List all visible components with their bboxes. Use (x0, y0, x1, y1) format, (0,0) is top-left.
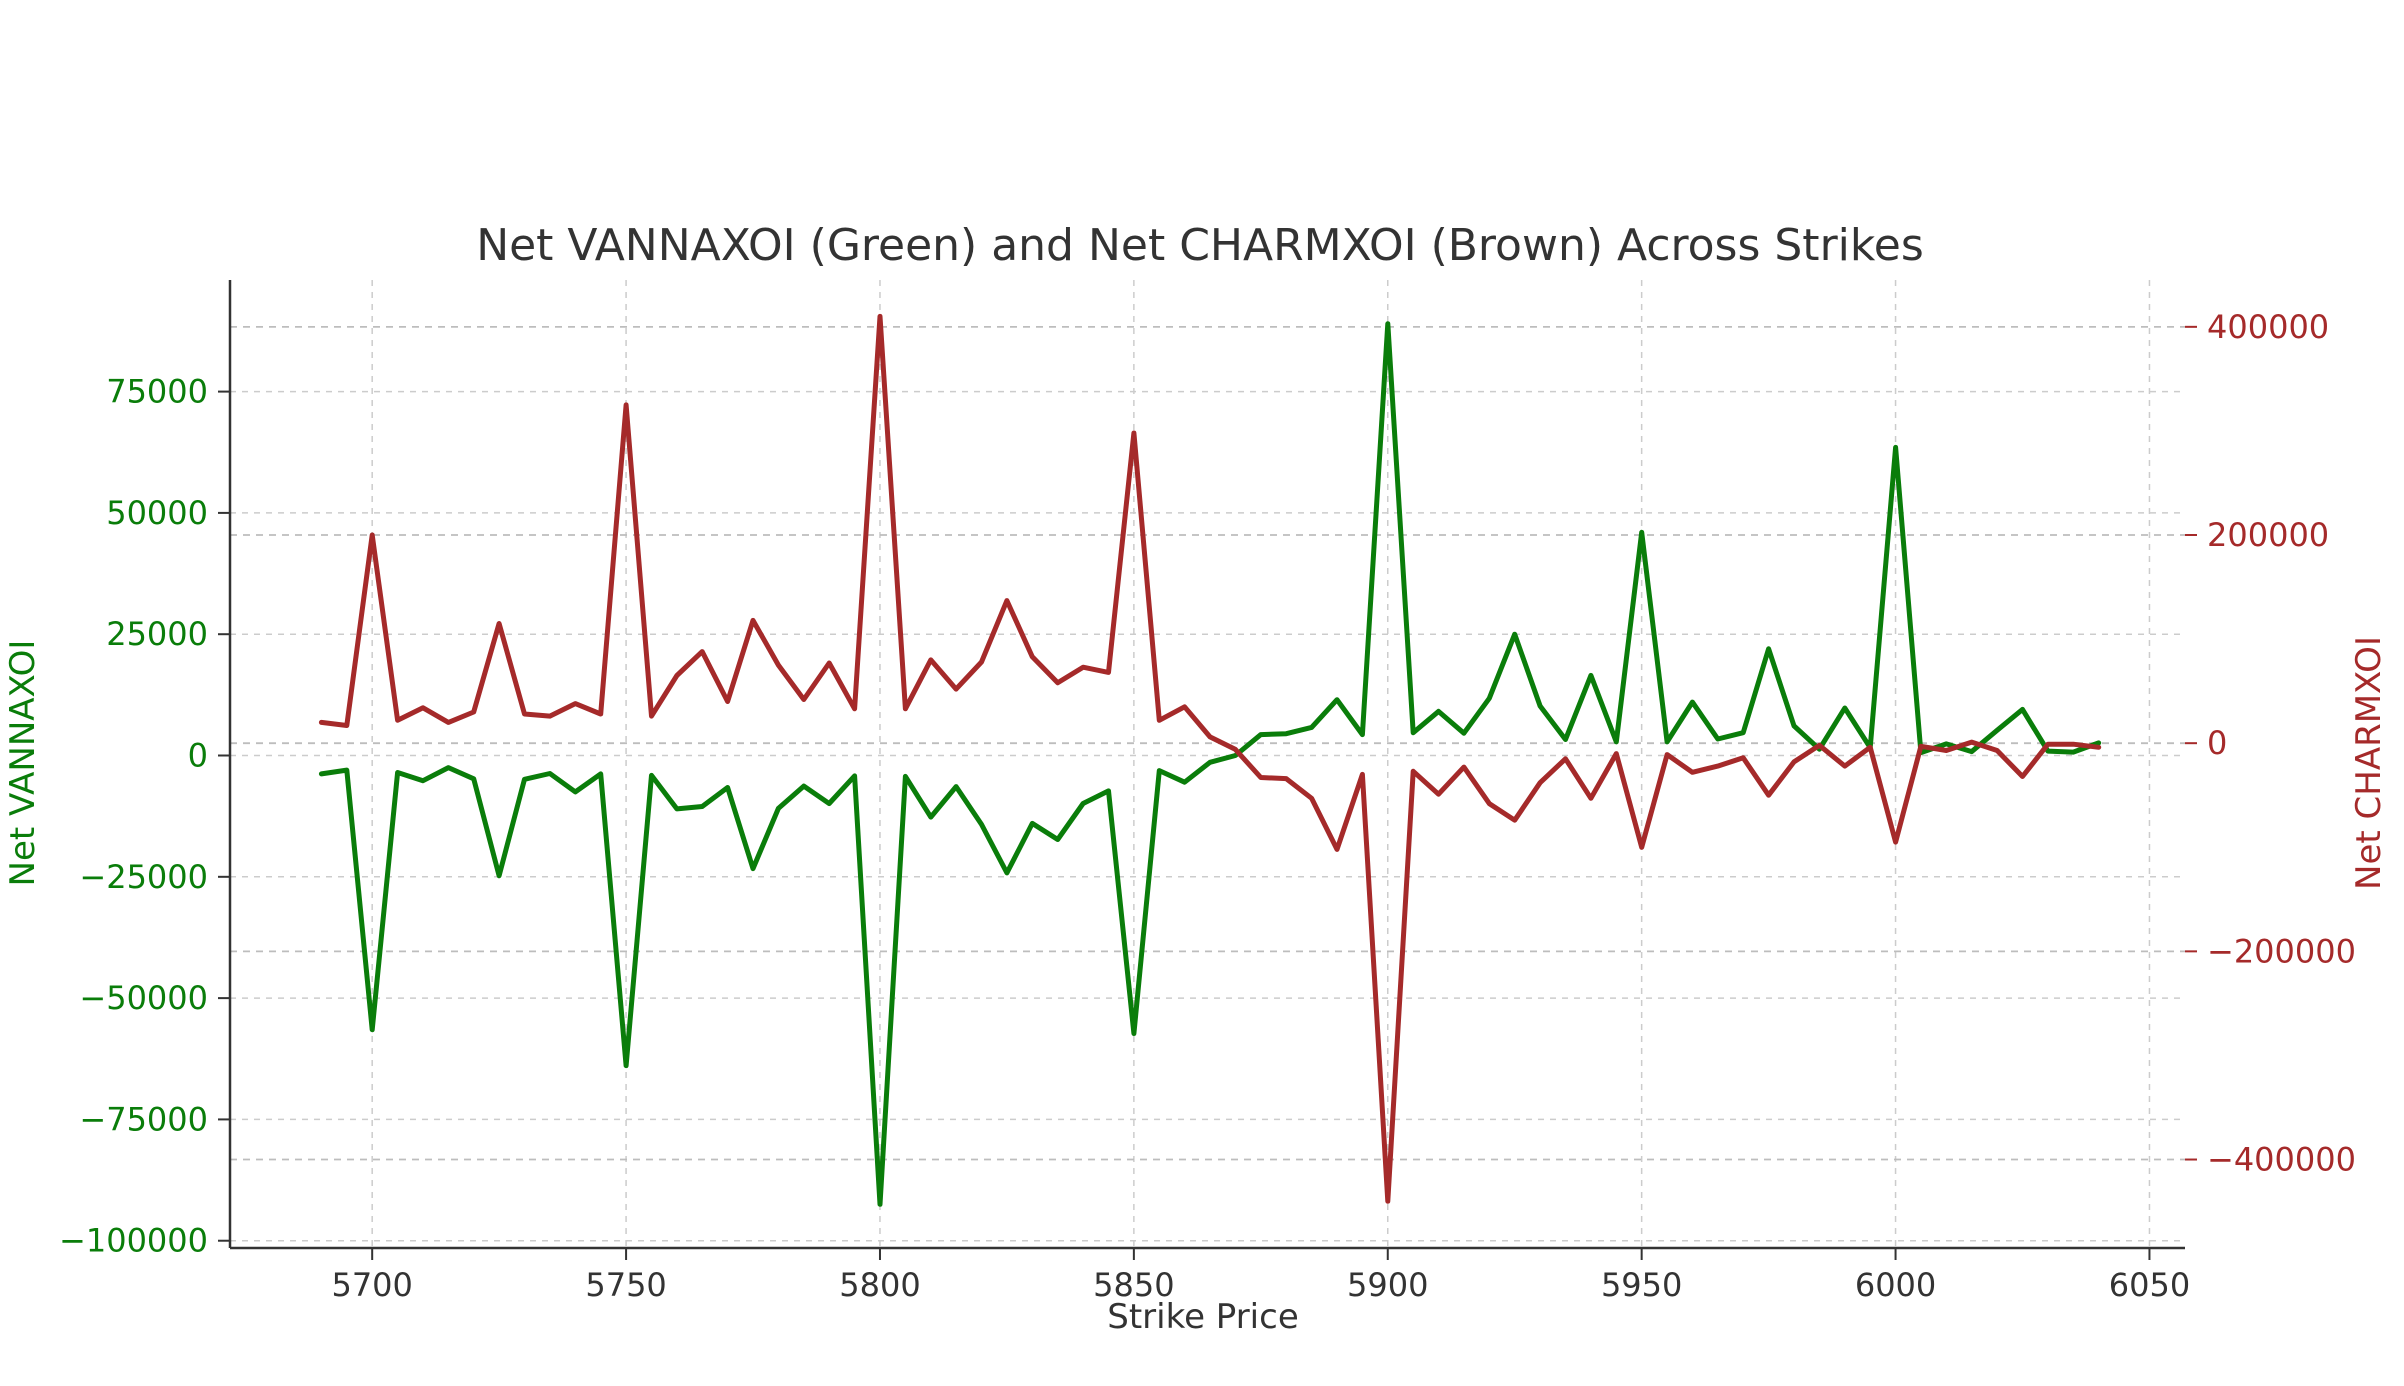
y-right-tick-label: 200000 (2207, 516, 2329, 554)
series-line-vanna (318, 321, 2102, 1207)
x-tick-label: 5800 (839, 1266, 920, 1304)
y-right-tick-label: −200000 (2207, 932, 2356, 970)
chart-title: Net VANNAXOI (Green) and Net CHARMXOI (B… (476, 220, 1924, 271)
x-axis-label: Strike Price (1107, 1297, 1298, 1337)
x-tick-label: 6000 (1855, 1266, 1936, 1304)
y-left-tick-label: 75000 (106, 373, 208, 411)
x-tick-label: 5850 (1093, 1266, 1174, 1304)
x-tick-label: 5750 (585, 1266, 666, 1304)
y-left-tick-label: −100000 (59, 1222, 208, 1260)
y-left-tick-label: −75000 (79, 1100, 208, 1138)
y-left-tick-label: 50000 (106, 494, 208, 532)
y-left-tick-label: −25000 (79, 858, 208, 896)
y-right-tick-label: −400000 (2207, 1141, 2356, 1179)
series-layer (318, 313, 2102, 1207)
y-right-tick-label: 400000 (2207, 308, 2329, 346)
x-tick-label: 6050 (2109, 1266, 2190, 1304)
spine-layer (228, 280, 2185, 1250)
y-right-tick-label: 0 (2207, 724, 2227, 762)
y-left-tick-label: 0 (188, 737, 208, 775)
x-tick-label: 5700 (331, 1266, 412, 1304)
grid-layer (230, 280, 2185, 1248)
y-axis-left-label: Net VANNAXOI (3, 640, 43, 887)
y-axis-right-label: Net CHARMXOI (2349, 636, 2389, 890)
y-left-tick-label: −50000 (79, 979, 208, 1017)
x-tick-label: 5950 (1601, 1266, 1682, 1304)
tick-layer: 5700 5750 5800 5850 5900 5950 6000 6050 −100000 −… (59, 308, 2356, 1304)
y-left-tick-label: 25000 (106, 615, 208, 653)
x-tick-label: 5900 (1347, 1266, 1428, 1304)
series-line-charm (318, 313, 2102, 1204)
